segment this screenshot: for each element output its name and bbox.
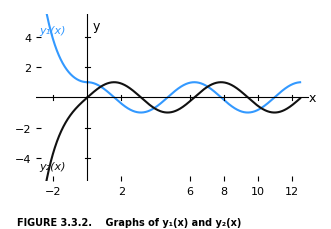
- Text: x: x: [308, 91, 316, 104]
- Text: FIGURE 3.3.2.    Graphs of y₁(x) and y₂(x): FIGURE 3.3.2. Graphs of y₁(x) and y₂(x): [17, 217, 241, 227]
- Text: y₂(x): y₂(x): [40, 161, 66, 171]
- Text: y₁(x): y₁(x): [40, 25, 66, 35]
- Text: y: y: [93, 19, 100, 33]
